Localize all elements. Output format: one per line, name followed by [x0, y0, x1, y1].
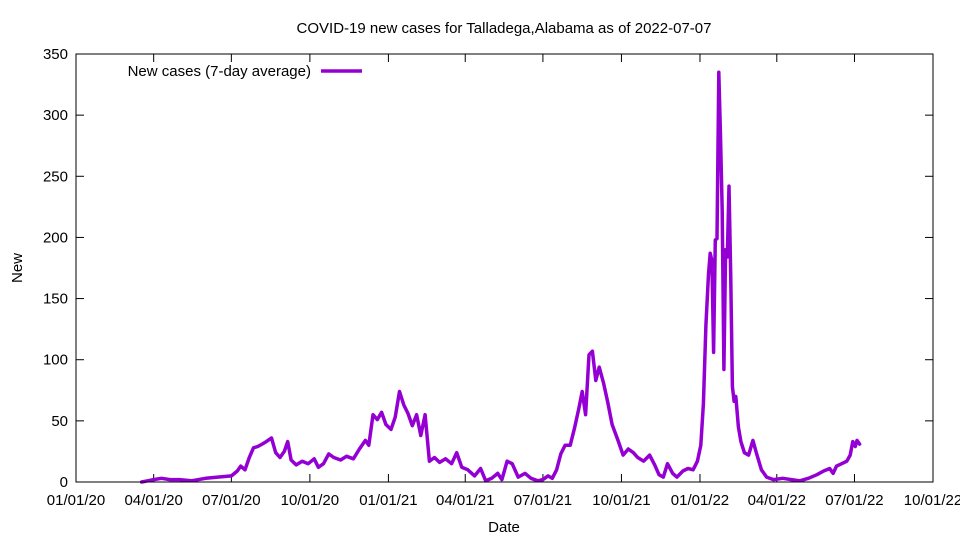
x-tick-label: 04/01/20: [124, 492, 182, 509]
y-tick-label: 350: [43, 46, 68, 63]
x-tick-label: 01/01/21: [359, 492, 417, 509]
y-axis-label: New: [9, 253, 26, 283]
y-tick-label: 200: [43, 229, 68, 246]
y-tick-label: 300: [43, 107, 68, 124]
x-tick-label: 01/01/22: [671, 492, 729, 509]
x-tick-label: 07/01/21: [514, 492, 572, 509]
y-tick-label: 100: [43, 352, 68, 369]
y-tick-label: 250: [43, 168, 68, 185]
series-line-new-cases: [139, 70, 862, 484]
x-tick-label: 07/01/22: [825, 492, 883, 509]
x-tick-label: 10/01/21: [592, 492, 650, 509]
chart-title: COVID-19 new cases for Talladega,Alabama…: [297, 20, 712, 37]
legend: New cases (7-day average): [128, 63, 362, 80]
x-tick-label: 10/01/22: [904, 492, 960, 509]
x-tick-label: 04/01/21: [436, 492, 494, 509]
y-tick-label: 0: [60, 474, 68, 491]
x-tick-label: 01/01/20: [47, 492, 105, 509]
y-tick-label: 50: [51, 413, 68, 430]
x-tick-label: 07/01/20: [202, 492, 260, 509]
plot-frame: [75, 53, 934, 483]
legend-label: New cases (7-day average): [128, 63, 311, 80]
x-axis-label: Date: [488, 519, 520, 536]
x-tick-label: 04/01/22: [748, 492, 806, 509]
x-tick-label: 10/01/20: [281, 492, 339, 509]
y-tick-label: 150: [43, 291, 68, 308]
axis-tick-labels: 0 50 100 150 200 250 300 350 01/01/20 04/01/20 07/…: [43, 46, 960, 509]
